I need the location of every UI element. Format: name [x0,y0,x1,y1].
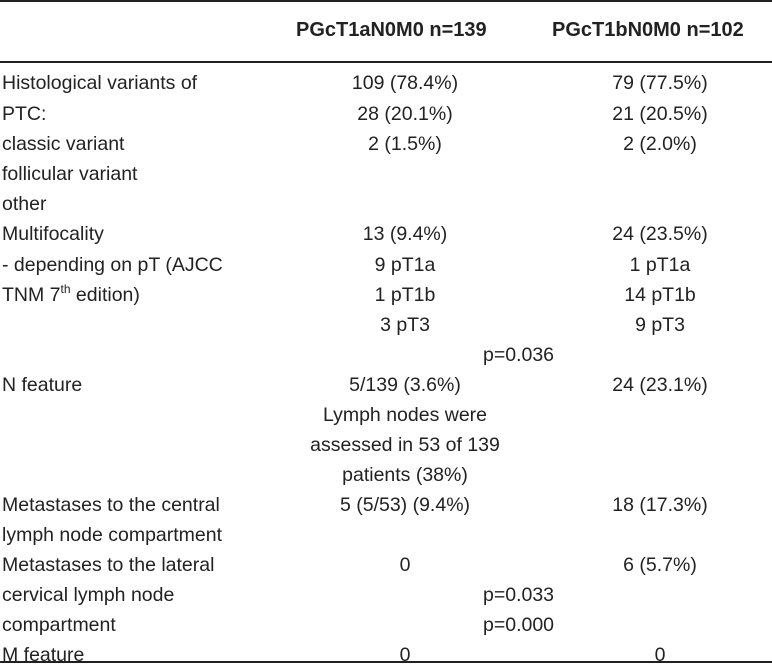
multifocality-col1-value: 13 (9.4%) [362,223,448,245]
multifocality-col2-value: 14 pT1b [624,284,696,306]
header-col2: PGcT1bN0M0 n=102 [552,19,744,41]
top-rule [0,0,772,2]
multifocality-label-line: - depending on pT (AJCC [2,254,223,276]
histology-col1-value: 28 (20.1%) [357,103,453,125]
histology-col2-value: 79 (77.5%) [612,72,708,94]
lateral-col1-value: 0 [399,554,411,576]
multifocality-label-line: TNM 7th edition) [2,282,140,306]
multifocality-col2-value: 1 pT1a [629,254,691,276]
histology-label-line: other [2,193,47,215]
multifocality-p-value: p=0.036 [483,344,555,366]
bottom-rule [0,661,772,663]
n-feature-col1-note: Lymph nodes were [322,404,488,426]
multifocality-col2-value: 24 (23.5%) [612,223,708,245]
m-feature-col2-value: 0 [654,644,666,666]
central-label-line: Metastases to the central [2,494,220,516]
central-col2-value: 18 (17.3%) [612,494,708,516]
central-label-line: lymph node compartment [2,524,223,546]
multifocality-col1-value: 1 pT1b [374,284,436,306]
lateral-col2-value: 6 (5.7%) [623,554,697,576]
histology-label-line: follicular variant [2,163,138,185]
central-col1-value: 5 (5/53) (9.4%) [339,494,471,516]
histology-label-line: classic variant [2,133,125,155]
histology-col1-value: 109 (78.4%) [351,72,459,94]
n-feature-col2-value: 24 (23.1%) [612,374,708,396]
histology-col1-value: 2 (1.5%) [368,133,442,155]
superscript-th: th [60,282,71,296]
header-rule [0,61,772,63]
n-feature-col1-note: assessed in 53 of 139 [310,434,500,456]
n-feature-label: N feature [2,374,83,396]
histology-col2-value: 2 (2.0%) [623,133,697,155]
multifocality-col2-value: 9 pT3 [635,314,685,336]
m-feature-label: M feature [2,644,85,666]
lateral-label-line: compartment [2,614,116,636]
histology-label-line: PTC: [2,103,47,125]
lateral-p-value: p=0.000 [483,614,555,636]
n-feature-col1-note: patients (38%) [342,464,468,486]
header-col1: PGcT1aN0M0 n=139 [296,19,487,41]
n-feature-col1-value: 5/139 (3.6%) [349,374,461,396]
lateral-label-line: Metastases to the lateral [2,554,215,576]
multifocality-col1-value: 9 pT1a [374,254,436,276]
multifocality-label-line: Multifocality [2,223,104,245]
histology-label-line: Histological variants of [2,72,198,94]
lateral-p-value: p=0.033 [483,584,555,606]
histology-col2-value: 21 (20.5%) [612,103,708,125]
lateral-label-line: cervical lymph node [2,584,175,606]
m-feature-col1-value: 0 [399,644,411,666]
multifocality-col1-value: 3 pT3 [380,314,430,336]
